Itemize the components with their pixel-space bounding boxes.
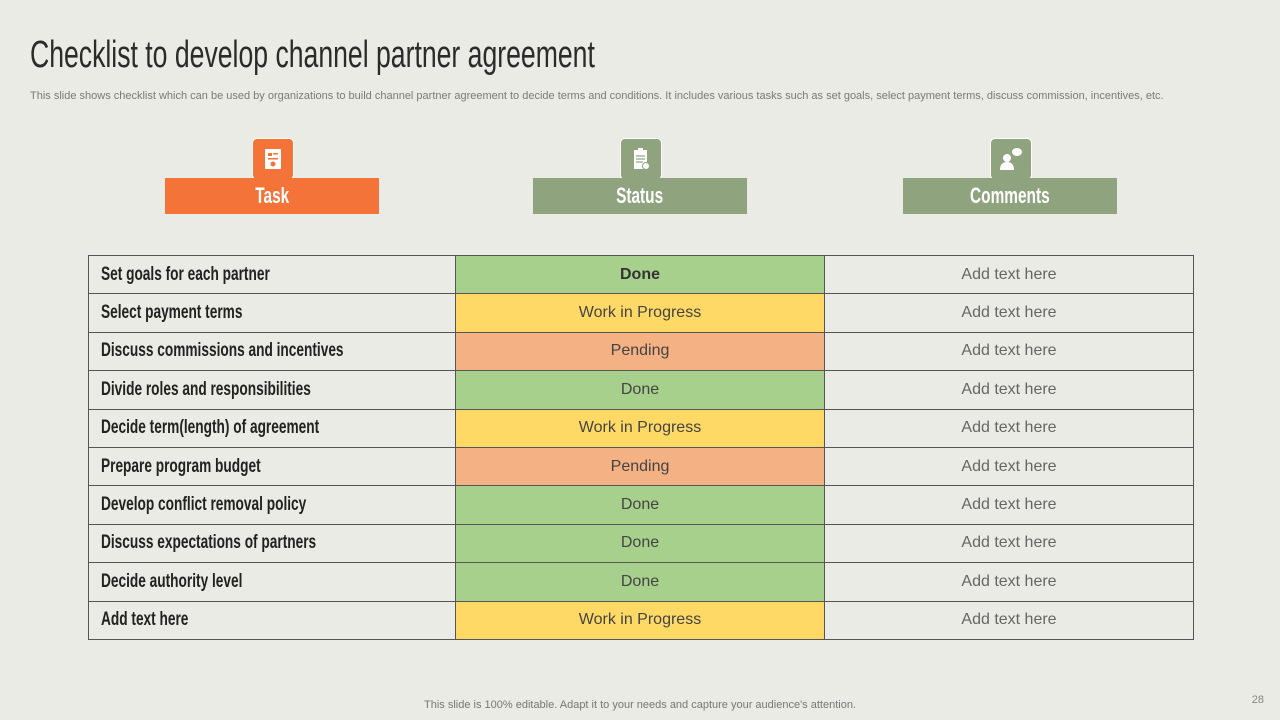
status-cell: Work in Progress (455, 293, 825, 333)
comment-cell: Add text here (824, 254, 1194, 295)
checklist-table: Set goals for each partner Done Add text h… (88, 254, 1194, 640)
task-cell: Set goals for each partner (88, 254, 456, 295)
header-status: Status (533, 178, 747, 214)
comment-cell: Add text here (824, 562, 1194, 602)
task-cell: Decide term(length) of agreement (88, 408, 456, 448)
status-cell: Done (455, 562, 825, 602)
header-comments: Comments (903, 178, 1117, 214)
status-cell: Done (455, 254, 825, 295)
table-row: Prepare program budget Pending Add text he… (88, 446, 1194, 487)
task-cell: Select payment terms (88, 293, 456, 333)
status-cell: Work in Progress (455, 408, 825, 448)
status-cell: Work in Progress (455, 600, 825, 640)
comment-cell: Add text here (824, 408, 1194, 448)
comment-cell: Add text here (824, 293, 1194, 333)
task-cell: Prepare program budget (88, 446, 456, 487)
clipboard-icon (620, 138, 662, 180)
table-row: Decide term(length) of agreement Work in … (88, 408, 1194, 448)
comment-cell: Add text here (824, 600, 1194, 640)
footer-note: This slide is 100% editable. Adapt it to… (424, 699, 856, 711)
task-cell: Add text here (88, 600, 456, 640)
status-cell: Done (455, 523, 825, 564)
person-speech-icon (990, 138, 1032, 180)
table-row: Discuss commissions and incentives Pendin… (88, 331, 1194, 372)
status-cell: Done (455, 370, 825, 410)
table-row: Add text here Work in Progress Add text he… (88, 600, 1194, 640)
subtitle: This slide shows checklist which can be … (30, 90, 1164, 102)
comment-cell: Add text here (824, 523, 1194, 564)
comment-cell: Add text here (824, 446, 1194, 487)
table-row: Set goals for each partner Done Add text h… (88, 254, 1194, 295)
comment-cell: Add text here (824, 331, 1194, 372)
table-row: Develop conflict removal policy Done Add t… (88, 485, 1194, 525)
table-row: Decide authority level Done Add text here (88, 562, 1194, 602)
status-cell: Pending (455, 446, 825, 487)
status-cell: Done (455, 485, 825, 525)
comment-cell: Add text here (824, 485, 1194, 525)
comment-cell: Add text here (824, 370, 1194, 410)
table-row: Divide roles and responsibilities Done Add… (88, 370, 1194, 410)
task-cell: Discuss commissions and incentives (88, 331, 456, 372)
header-task: Task (165, 178, 379, 214)
page-number: 28 (1251, 694, 1264, 706)
task-cell: Decide authority level (88, 562, 456, 602)
status-cell: Pending (455, 331, 825, 372)
table-row: Select payment terms Work in Progress Add … (88, 293, 1194, 333)
document-checklist-icon (252, 138, 294, 180)
task-cell: Divide roles and responsibilities (88, 370, 456, 410)
task-cell: Discuss expectations of partners (88, 523, 456, 564)
table-row: Discuss expectations of partners Done Add … (88, 523, 1194, 564)
page-title: Checklist to develop channel partner agr… (30, 34, 595, 76)
task-cell: Develop conflict removal policy (88, 485, 456, 525)
